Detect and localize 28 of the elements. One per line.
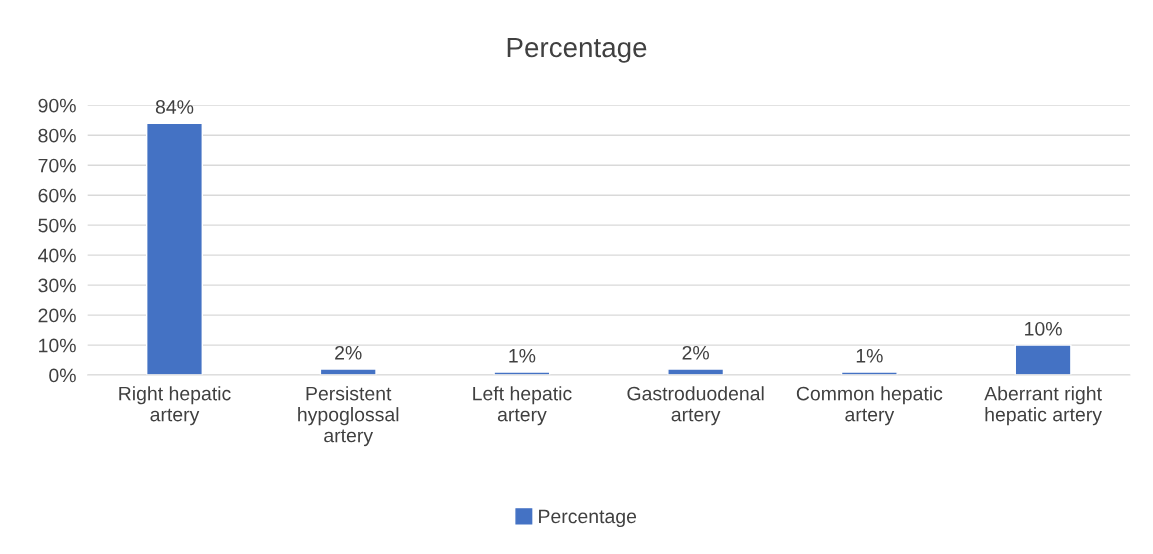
bar	[1014, 344, 1072, 376]
x-tick-label: Gastroduodenal artery	[627, 386, 764, 426]
bar	[145, 122, 203, 376]
y-tick-label: 20%	[38, 308, 76, 323]
data-label: 84%	[155, 100, 194, 114]
y-tick-label: 40%	[38, 248, 76, 263]
data-label: 2%	[682, 345, 709, 360]
x-tick-label: Persistent hypoglossal artery	[298, 386, 399, 447]
chart-title: Percentage	[507, 37, 647, 63]
y-tick-label: 0%	[49, 368, 76, 383]
x-tick-label: Left hepatic artery	[473, 386, 572, 426]
y-tick-label: 80%	[38, 128, 76, 143]
y-tick-label: 30%	[38, 278, 76, 293]
y-tick-label: 60%	[38, 188, 76, 203]
x-tick-label: Aberrant right hepatic artery	[984, 386, 1102, 426]
legend-label: Percentage	[539, 509, 637, 528]
bar	[319, 368, 377, 376]
bar	[667, 368, 725, 376]
x-tick-label: Common hepatic artery	[796, 386, 943, 426]
y-tick-label: 90%	[38, 98, 76, 113]
x-tick-label: Right hepatic artery	[119, 386, 231, 426]
data-label: 10%	[1025, 321, 1062, 336]
data-label: 2%	[335, 345, 362, 360]
y-tick-label: 10%	[39, 338, 76, 353]
y-tick-label: 70%	[38, 158, 76, 173]
data-label: 1%	[509, 348, 536, 363]
data-label: 1%	[856, 348, 883, 363]
y-tick-label: 50%	[38, 218, 76, 233]
